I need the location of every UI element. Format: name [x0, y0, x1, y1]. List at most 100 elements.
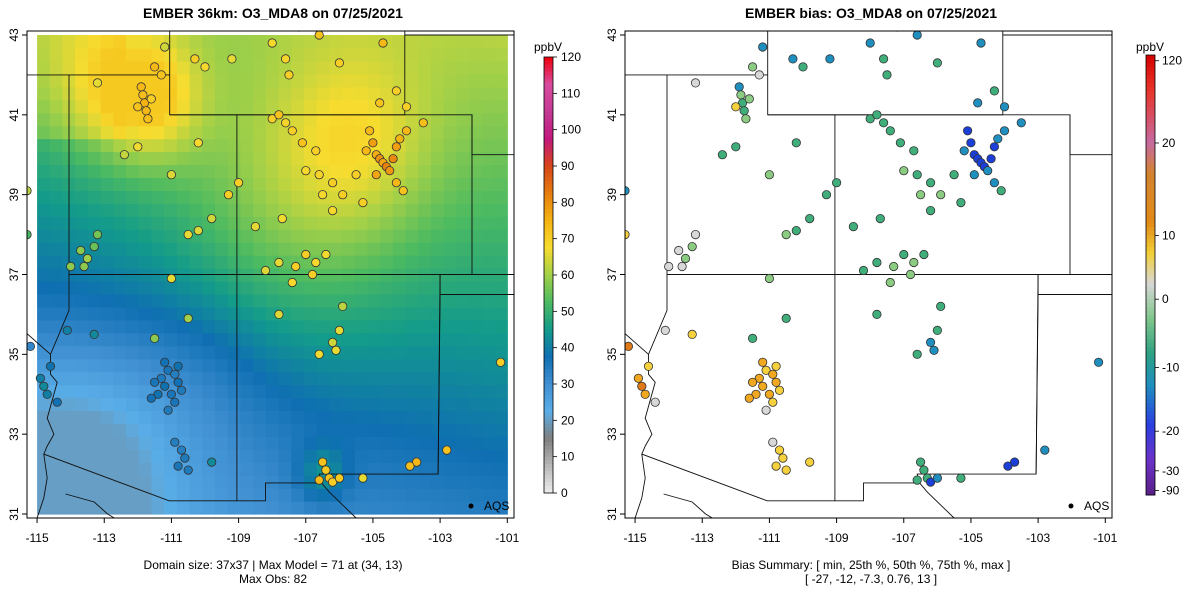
- station-point: [62, 325, 72, 335]
- grid-cell: [303, 280, 318, 295]
- colorbar-segment: [544, 296, 553, 301]
- station-point: [284, 70, 294, 80]
- grid-cell: [87, 99, 102, 114]
- grid-cell: [49, 371, 64, 386]
- grid-cell: [240, 449, 254, 463]
- grid-cell: [303, 462, 318, 476]
- station-point: [633, 373, 644, 383]
- station-point: [321, 465, 331, 475]
- grid-cell: [126, 34, 140, 49]
- grid-cell: [75, 99, 89, 114]
- grid-cell: [75, 436, 89, 450]
- station-point: [625, 186, 630, 196]
- grid-cell: [494, 410, 508, 424]
- grid-cell: [49, 293, 64, 308]
- grid-cell: [405, 190, 419, 204]
- grid-cell: [481, 501, 496, 515]
- grid-cell: [443, 462, 458, 476]
- colorbar-segment: [544, 275, 553, 280]
- grid-cell: [380, 397, 394, 412]
- grid-cell: [138, 60, 153, 75]
- station-point: [993, 134, 1003, 144]
- x-tick-label: -105: [959, 531, 983, 545]
- grid-cell: [164, 73, 178, 88]
- grid-cell: [227, 306, 242, 321]
- grid-cell: [253, 345, 267, 360]
- border-line: [437, 294, 441, 475]
- grid-cell: [431, 293, 445, 308]
- grid-cell: [316, 280, 330, 295]
- grid-cell: [75, 34, 89, 49]
- grid-cell: [481, 332, 496, 347]
- colorbar-segment: [544, 358, 553, 363]
- footer-line-1-right: Bias Summary: [ min, 25th %, 50th %, 75t…: [732, 558, 1011, 572]
- grid-cell: [469, 60, 483, 75]
- grid-cell: [418, 190, 432, 204]
- colorbar-segment: [544, 111, 553, 116]
- grid-cell: [316, 229, 330, 243]
- grid-cell: [176, 47, 191, 62]
- grid-cell: [456, 177, 470, 191]
- grid-cell: [87, 306, 102, 321]
- station-point: [170, 369, 180, 379]
- grid-cell: [380, 280, 394, 295]
- colorbar-segment: [1146, 251, 1155, 256]
- grid-cell: [138, 462, 153, 476]
- grid-cell: [303, 371, 318, 386]
- station-point: [925, 178, 936, 188]
- grid-cell: [291, 177, 305, 191]
- station-point: [82, 253, 93, 264]
- grid-cell: [443, 190, 458, 204]
- colorbar-segment: [544, 380, 553, 385]
- colorbar-segment: [544, 209, 553, 214]
- grid-cell: [189, 99, 203, 114]
- grid-cell: [329, 86, 343, 101]
- grid-cell: [113, 60, 127, 75]
- grid-cell: [214, 99, 229, 114]
- grid-cell: [176, 138, 191, 153]
- grid-cell: [481, 242, 496, 256]
- grid-cell: [100, 99, 114, 114]
- grid-cell: [405, 164, 419, 179]
- grid-cell: [265, 462, 280, 476]
- grid-cell: [329, 73, 343, 88]
- station-point: [949, 170, 959, 180]
- grid-cell: [176, 280, 191, 295]
- station-point: [912, 31, 922, 40]
- grid-cell: [87, 410, 102, 424]
- grid-cell: [291, 306, 305, 321]
- grid-cell: [443, 332, 458, 347]
- colorbar-segment: [1146, 163, 1155, 168]
- grid-cell: [151, 203, 165, 217]
- grid-cell: [227, 151, 242, 166]
- station-point: [791, 226, 801, 236]
- grid-cell: [227, 138, 242, 153]
- grid-cell: [253, 410, 267, 424]
- grid-cell: [367, 306, 381, 321]
- grid-cell: [100, 475, 114, 489]
- station-point: [156, 70, 166, 80]
- colorbar-segment: [544, 398, 553, 403]
- grid-cell: [202, 125, 216, 140]
- grid-cell: [431, 151, 445, 166]
- grid-cell: [316, 73, 330, 88]
- grid-cell: [240, 242, 254, 256]
- grid-cell: [456, 255, 470, 269]
- grid-cell: [392, 255, 407, 269]
- grid-cell: [253, 293, 267, 308]
- grid-cell: [75, 475, 89, 489]
- colorbar-unit-right: ppbV: [1136, 40, 1164, 54]
- colorbar-tick-label: 70: [561, 232, 575, 246]
- border-line: [666, 74, 836, 275]
- grid-cell: [380, 60, 394, 75]
- grid-cell: [100, 280, 114, 295]
- grid-cell: [494, 475, 508, 489]
- grid-cell: [126, 86, 140, 101]
- grid-cell: [405, 319, 419, 334]
- grid-cell: [87, 501, 102, 515]
- station-point: [747, 377, 758, 387]
- grid-cell: [342, 138, 356, 153]
- grid-cell: [138, 255, 153, 269]
- station-point: [160, 42, 170, 52]
- station-point: [848, 222, 859, 232]
